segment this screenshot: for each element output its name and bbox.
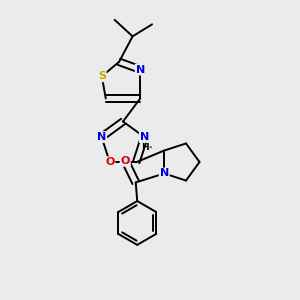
Text: N: N (160, 169, 169, 178)
Text: S: S (98, 71, 106, 81)
Text: '': '' (148, 146, 152, 155)
Text: N: N (97, 132, 106, 142)
Text: N: N (140, 132, 149, 142)
Text: H: H (141, 143, 148, 152)
Text: N: N (136, 64, 145, 74)
Text: O: O (121, 156, 130, 166)
Text: O: O (105, 157, 115, 167)
